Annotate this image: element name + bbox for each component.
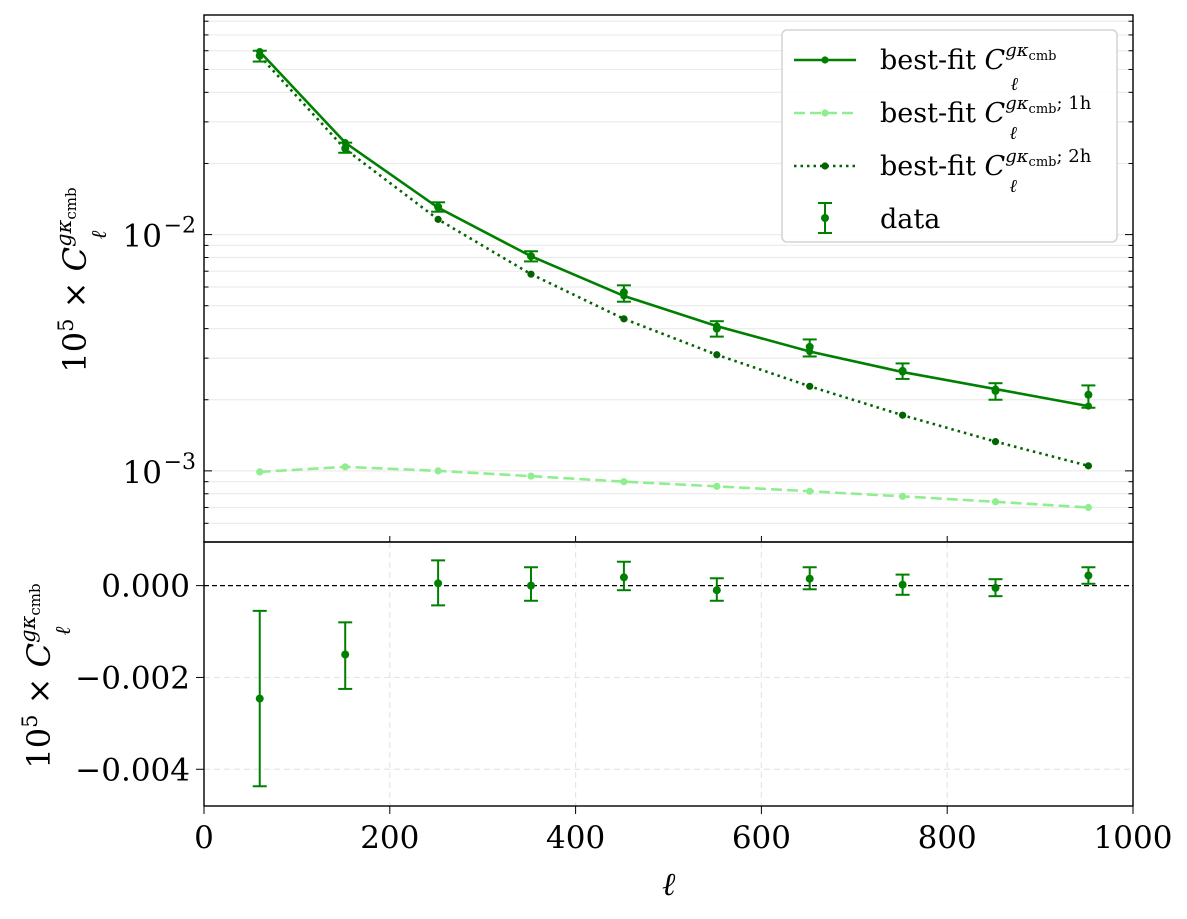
x-tick-label: 200 (360, 820, 419, 856)
series-point-1 (991, 498, 1000, 506)
top-panel: 10−210−3 (123, 14, 1134, 543)
series-line-1 (259, 465, 1089, 509)
bottom-panel-frame (203, 541, 1134, 807)
data-point (527, 252, 536, 261)
y-tick-label: 10 (123, 455, 162, 491)
series-point-1 (620, 478, 628, 486)
top-y-axis-title: 105 × Cgκcmbℓ (52, 187, 111, 372)
legend-marker (821, 214, 829, 222)
series-point-1 (341, 463, 349, 471)
y-tick-label-exponent: −2 (164, 214, 196, 239)
bottom-y-axis-title: 105 × Cgκcmbℓ (16, 583, 75, 768)
legend-marker (821, 56, 829, 64)
y-tick-label-exponent: −3 (164, 450, 196, 475)
x-tick-label: 1000 (1094, 820, 1173, 856)
data-point (991, 386, 1000, 395)
data-point (255, 51, 264, 60)
series-point-2 (713, 351, 721, 359)
legend-marker (821, 162, 829, 170)
residual-point (255, 694, 264, 703)
series-point-2 (434, 215, 442, 223)
series-point-2 (991, 438, 1000, 446)
residual-point (805, 574, 814, 583)
residual-point (898, 580, 907, 589)
x-tick-label: 600 (732, 820, 791, 856)
series-point-2 (620, 315, 628, 323)
data-point (805, 342, 814, 351)
series-point-1 (434, 467, 442, 475)
data-point (1084, 390, 1093, 399)
data-point (619, 288, 628, 297)
residual-point (527, 581, 536, 590)
data-point (434, 202, 443, 211)
data-point (898, 366, 907, 375)
series-point-1 (806, 487, 814, 495)
y-tick-label: 0.000 (101, 569, 190, 605)
x-tick-label: 400 (546, 820, 605, 856)
series-point-2 (1084, 462, 1093, 470)
axis-labels: 105 × Cgκcmbℓ 105 × Cgκcmbℓ ℓ (16, 187, 676, 903)
legend-entry-label: best-fit Cgκcmb ℓ (880, 40, 1056, 95)
legend-entry-label: best-fit Cgκcmb; 2h ℓ (880, 146, 1092, 197)
residual-point (1084, 571, 1093, 580)
y-tick-label: −0.004 (75, 752, 190, 788)
series-point-2 (527, 270, 535, 278)
y-tick-label: −0.002 (75, 660, 190, 696)
series-point-1 (256, 468, 264, 476)
y-tick-label: 10 (123, 219, 162, 255)
residual-point (712, 586, 721, 595)
data-point (341, 144, 350, 153)
x-tick-label: 800 (918, 820, 977, 856)
x-tick-label: 0 (194, 820, 214, 856)
series-point-1 (1084, 503, 1093, 512)
residual-point (991, 583, 1000, 592)
x-axis-title: ℓ (662, 865, 676, 903)
legend-marker (821, 109, 829, 117)
legend-box (781, 29, 1118, 243)
residual-point (434, 579, 443, 588)
residual-point (619, 573, 628, 582)
series-point-1 (899, 492, 907, 500)
series-point-1 (527, 472, 535, 480)
residual-point (341, 650, 350, 659)
data-point (712, 324, 721, 333)
legend-entry-label: data (880, 204, 940, 235)
series-line-0 (258, 50, 1089, 408)
series-point-2 (806, 382, 814, 390)
legend-entry-label: best-fit Cgκcmb; 1h ℓ (880, 93, 1092, 144)
series-point-2 (899, 411, 907, 419)
series-point-1 (713, 482, 721, 490)
